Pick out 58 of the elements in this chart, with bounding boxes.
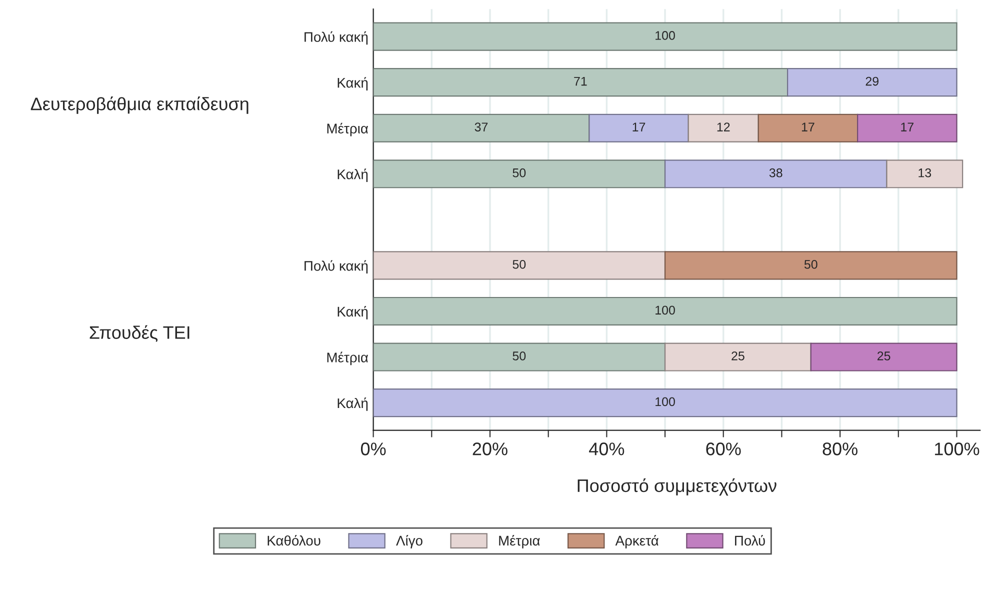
- bar: [373, 22, 958, 51]
- bar: [373, 251, 666, 280]
- x-tick-label: 80%: [822, 442, 858, 456]
- data-label: 50: [512, 352, 526, 360]
- y-tick-label: Κακή: [338, 77, 368, 90]
- data-label: 29: [866, 76, 878, 86]
- data-label: 13: [918, 168, 932, 178]
- y-tick-label: Καλή: [338, 168, 368, 182]
- data-label: 17: [901, 122, 914, 132]
- bar: [373, 342, 666, 372]
- data-label: 25: [732, 352, 744, 360]
- x-tick-label: 0%: [360, 442, 386, 456]
- bar: [373, 68, 788, 97]
- text: Σπουδές ΤΕΙ: [90, 325, 190, 342]
- x-tick-label: 40%: [589, 442, 624, 456]
- bar: [664, 251, 958, 280]
- y-tick-label: Κακή: [338, 306, 368, 320]
- bar: [810, 342, 958, 372]
- bar: [588, 114, 689, 142]
- data-label: 100: [656, 31, 675, 40]
- data-label: 25: [877, 352, 890, 360]
- y-tick-label: Πολύ κακή: [304, 260, 368, 274]
- bar: [373, 114, 590, 142]
- bar: [758, 114, 858, 142]
- data-label: 37: [474, 122, 488, 132]
- bar: [786, 68, 958, 97]
- legend-label: Πολύ: [735, 535, 765, 546]
- y-tick-label: Μέτρια: [327, 352, 368, 366]
- data-label: 50: [512, 168, 526, 178]
- bar: [373, 388, 958, 418]
- bar: [373, 296, 958, 326]
- data-label: 38: [769, 168, 782, 178]
- bar: [857, 114, 958, 142]
- legend-label: Αρκετά: [615, 535, 658, 548]
- x-tick-label: 100%: [935, 442, 980, 456]
- bar: [664, 160, 888, 188]
- legend-label: Μέτρια: [499, 535, 540, 548]
- data-label: 100: [656, 397, 675, 406]
- data-label: 71: [574, 76, 587, 86]
- x-axis-title: Ποσοστό συμμετεχόντων: [578, 478, 776, 496]
- y-tick-label: Καλή: [338, 398, 368, 411]
- x-tick-label: 60%: [706, 442, 741, 456]
- data-label: 100: [656, 306, 675, 315]
- data-label: 17: [802, 122, 814, 132]
- y-tick-label: Πολύ κακή: [304, 31, 368, 45]
- bar: [688, 114, 759, 142]
- bar: [373, 160, 666, 188]
- legend-label: Καθόλου: [268, 535, 320, 546]
- legend-label: Λίγο: [396, 535, 422, 548]
- data-label: 17: [632, 122, 646, 132]
- data-label: 12: [717, 122, 730, 132]
- y-tick-label: Μέτρια: [327, 122, 368, 136]
- bar: [664, 342, 812, 372]
- data-label: 50: [804, 260, 818, 269]
- text: Δευτεροβάθμια εκπαίδευση: [30, 96, 248, 114]
- data-label: 50: [512, 260, 526, 269]
- bar: [886, 160, 964, 188]
- x-tick-label: 20%: [472, 442, 508, 456]
